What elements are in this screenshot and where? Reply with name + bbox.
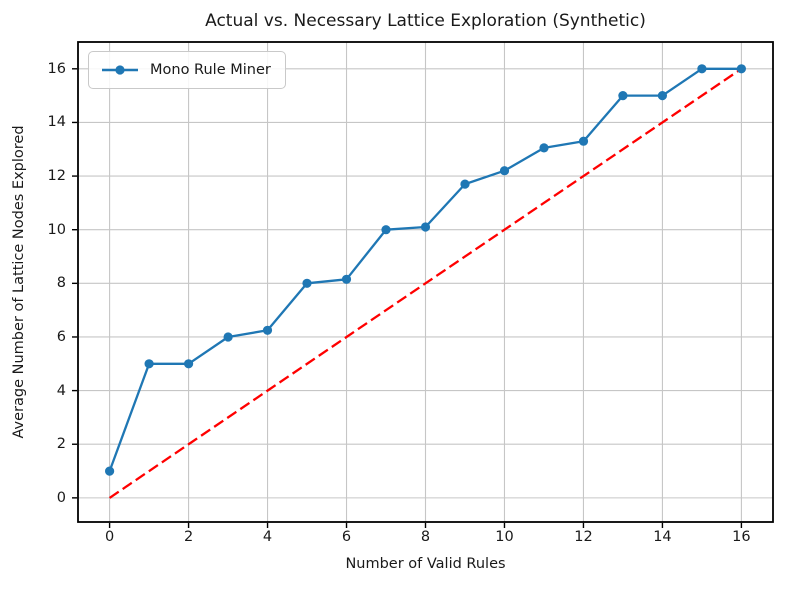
y-axis-label: Average Number of Lattice Nodes Explored	[11, 125, 27, 439]
legend-label: Mono Rule Miner	[150, 62, 271, 78]
x-tick-label: 0	[104, 529, 115, 545]
y-tick-label: 16	[47, 60, 66, 77]
x-tick-label: 12	[574, 529, 593, 545]
data-point-marker	[223, 332, 233, 342]
x-tick-label: 8	[420, 529, 431, 545]
y-tick-label: 12	[47, 168, 66, 185]
data-point-marker	[184, 359, 194, 369]
data-point-marker	[105, 466, 115, 476]
x-tick-label: 16	[732, 529, 751, 545]
data-point-marker	[697, 64, 707, 74]
y-tick-label: 10	[47, 221, 66, 238]
data-point-marker	[578, 136, 589, 146]
x-tick-label: 10	[495, 529, 514, 545]
y-tick-label: 8	[56, 275, 66, 292]
data-point-marker	[736, 64, 747, 74]
data-point-marker	[460, 179, 470, 189]
legend-line-marker-icon	[102, 65, 138, 75]
x-tick-label: 2	[183, 529, 194, 545]
y-tick-label: 4	[56, 382, 66, 399]
plot-border	[77, 41, 774, 523]
x-tick-label: 4	[262, 529, 273, 545]
data-point-marker	[381, 225, 391, 235]
y-tick-label: 6	[56, 328, 66, 345]
y-tick-label: 2	[56, 436, 66, 453]
y-tick-label: 0	[56, 489, 66, 506]
chart-title: Actual vs. Necessary Lattice Exploration…	[205, 11, 646, 31]
y-tick-label: 14	[47, 114, 66, 131]
data-point-marker	[341, 274, 352, 284]
data-point-marker	[262, 325, 273, 335]
data-point-marker	[657, 91, 668, 101]
data-point-marker	[539, 143, 549, 153]
reference-line	[108, 67, 743, 499]
legend: Mono Rule Miner	[88, 51, 286, 89]
data-point-marker	[144, 359, 154, 369]
x-axis-label: Number of Valid Rules	[345, 556, 506, 572]
data-point-marker	[499, 166, 510, 176]
data-point-marker	[420, 222, 431, 232]
data-point-marker	[618, 91, 628, 101]
data-point-marker	[302, 278, 312, 288]
x-tick-label: 6	[341, 529, 352, 545]
x-tick-label: 14	[653, 529, 672, 545]
